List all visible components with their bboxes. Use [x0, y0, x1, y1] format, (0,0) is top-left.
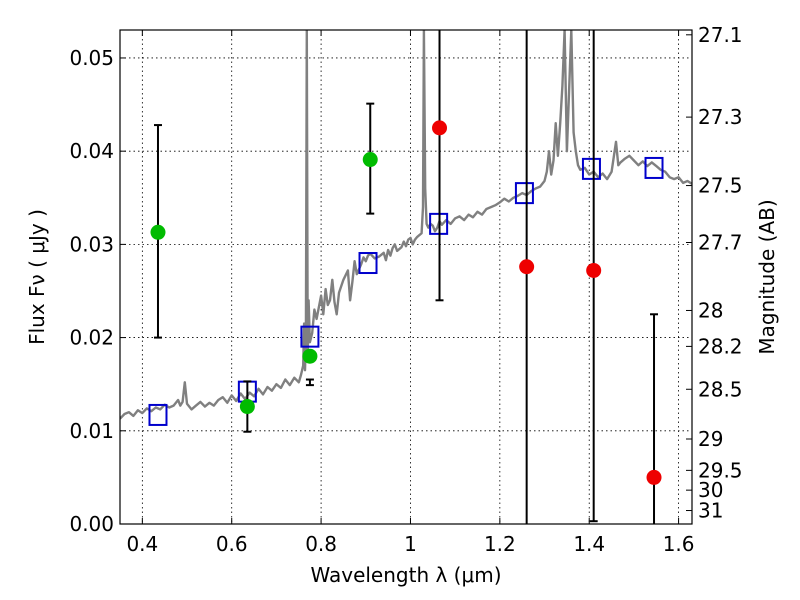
green-data-point [150, 224, 166, 240]
model-square-marker [514, 182, 534, 205]
x-tick-label: 0.6 [216, 532, 248, 556]
red-data-point [586, 262, 602, 278]
model-square-marker [358, 252, 378, 275]
spectrum-line [120, 30, 692, 420]
model-square-marker [148, 403, 168, 426]
green-data-point [362, 152, 378, 168]
x-tick-label: 1 [404, 532, 417, 556]
x-tick-label: 0.8 [305, 532, 337, 556]
y-tick-label: 0.01 [69, 419, 114, 443]
y2-axis-title: Magnitude (AB) [755, 199, 779, 354]
y2-tick-label: 29.5 [698, 458, 743, 482]
y2-tick-label: 31 [698, 499, 723, 523]
y-tick-label: 0.02 [69, 326, 114, 350]
model-square-marker [644, 156, 664, 179]
model-square-marker [300, 325, 320, 348]
y2-tick-label: 28.2 [698, 334, 743, 358]
y2-tick-label: 28.5 [698, 377, 743, 401]
y2-tick-label: 27.1 [698, 23, 743, 47]
x-tick-label: 1.2 [484, 532, 516, 556]
y2-tick-label: 29 [698, 427, 723, 451]
x-tick-label: 0.4 [126, 532, 158, 556]
red-data-point [432, 120, 448, 136]
model-square-marker [581, 157, 601, 180]
y-tick-label: 0.05 [69, 46, 114, 70]
red-data-point [646, 469, 662, 485]
x-tick-label: 1.6 [663, 532, 695, 556]
y2-tick-label: 28 [698, 298, 723, 322]
grid [120, 30, 692, 524]
green-data-point [302, 348, 318, 364]
y-tick-label: 0.03 [69, 232, 114, 256]
green-data-point [239, 399, 255, 415]
red-data-point [519, 259, 535, 275]
y2-tick-label: 27.3 [698, 105, 743, 129]
y-axis-title: Flux Fν ( μJy ) [25, 209, 49, 345]
y-tick-label: 0.00 [69, 512, 114, 536]
axis-ticks: 0.4 0.6 0.8 1 1.2 1.4 1.6 0.00 0.01 0.02 0.03 0.04 0… [69, 23, 742, 556]
x-axis-title: Wavelength λ (μm) [310, 563, 501, 587]
y2-tick-label: 27.5 [698, 174, 743, 198]
plot-frame [119, 29, 693, 525]
y2-tick-label: 30 [698, 478, 723, 502]
plot-area [120, 30, 692, 524]
y-tick-label: 0.04 [69, 139, 114, 163]
x-tick-label: 1.4 [573, 532, 605, 556]
y2-tick-label: 27.7 [698, 231, 743, 255]
